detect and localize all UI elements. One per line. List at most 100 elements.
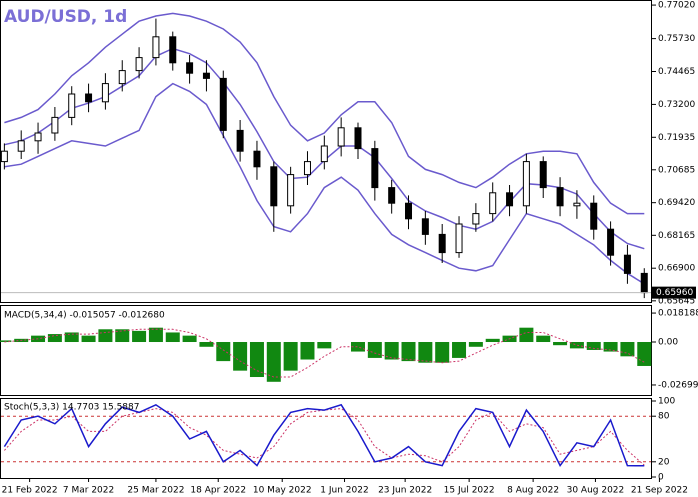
- macd-bar: [485, 338, 500, 343]
- candle-body: [590, 202, 598, 230]
- y-tick-label: 0.71935: [658, 133, 695, 143]
- candle-body: [152, 36, 160, 59]
- macd-bar: [536, 335, 551, 343]
- macd-bar: [637, 342, 652, 366]
- macd-bar: [519, 327, 534, 343]
- macd-bar: [569, 342, 584, 349]
- macd-bar: [350, 342, 365, 352]
- y-tick-label: -0.026994: [658, 380, 698, 390]
- candle-body: [169, 36, 177, 64]
- candle-body: [438, 233, 446, 254]
- macd-bar: [468, 342, 483, 347]
- macd-bar: [216, 342, 231, 362]
- macd-bar: [47, 334, 62, 343]
- candle-body: [303, 161, 311, 176]
- candle-body: [68, 93, 76, 118]
- macd-bar: [266, 342, 281, 382]
- macd-panel: [0, 305, 652, 396]
- candle-body: [539, 161, 547, 189]
- candle-body: [556, 187, 564, 207]
- candle-body: [472, 213, 480, 225]
- candle-body: [202, 72, 210, 79]
- candle-body: [320, 145, 328, 163]
- macd-bar: [553, 342, 568, 346]
- x-tick-label: 7 Mar 2022: [63, 486, 114, 496]
- candle-body: [17, 140, 25, 152]
- x-tick-label: 23 Jun 2022: [378, 486, 432, 496]
- macd-bar: [165, 332, 180, 343]
- candle-body: [51, 116, 59, 134]
- candle-body: [623, 254, 631, 274]
- x-tick-label: 10 May 2022: [253, 486, 312, 496]
- chart-title: AUD/USD, 1d: [4, 7, 127, 27]
- macd-bar: [586, 342, 601, 350]
- candle-body: [388, 187, 396, 204]
- candle-body: [573, 202, 581, 207]
- y-tick-label: 100: [658, 397, 675, 407]
- macd-bar: [199, 342, 214, 347]
- candle-body: [135, 57, 143, 72]
- candle-body: [236, 129, 244, 152]
- last-price-label: 0.65960: [656, 288, 693, 298]
- candle-body: [455, 223, 463, 254]
- candle-body: [0, 150, 8, 163]
- macd-bar: [148, 327, 163, 343]
- macd-bar: [132, 330, 147, 343]
- macd-bar: [452, 342, 467, 358]
- macd-bar: [603, 342, 618, 352]
- macd-bar: [182, 335, 197, 343]
- candle-body: [640, 272, 648, 294]
- candle-body: [253, 150, 261, 168]
- macd-bar: [384, 342, 399, 360]
- candle-body: [607, 228, 615, 256]
- y-tick-label: 0.75730: [658, 34, 695, 44]
- macd-title: MACD(5,34,4) -0.015057 -0.012680: [4, 311, 165, 321]
- candle-body: [489, 192, 497, 215]
- candle-body: [522, 161, 530, 207]
- y-tick-label: 0: [658, 473, 664, 483]
- x-tick-label: 25 Mar 2022: [127, 486, 184, 496]
- x-tick-label: 1 Jun 2022: [320, 486, 368, 496]
- band-lower: [4, 82, 645, 285]
- candle-body: [101, 83, 109, 103]
- stoch-title: Stoch(5,3,3) 14.7703 15.5887: [4, 403, 139, 413]
- macd-bar: [300, 342, 315, 360]
- stoch-panel: [0, 398, 652, 479]
- macd-bar: [81, 335, 96, 343]
- candle-body: [270, 166, 278, 207]
- macd-bar: [317, 342, 332, 349]
- candle-body: [405, 202, 413, 220]
- candle-body: [85, 93, 93, 103]
- candle-body: [421, 218, 429, 235]
- macd-bar: [620, 342, 635, 357]
- y-tick-label: 0.74465: [658, 67, 695, 77]
- y-tick-label: 0.00: [658, 338, 678, 348]
- candle-body: [287, 174, 295, 207]
- macd-bar: [418, 342, 433, 363]
- candle-body: [186, 62, 194, 74]
- candle-body: [506, 192, 514, 207]
- macd-bar: [283, 342, 298, 371]
- x-tick-label: 21 Feb 2022: [2, 486, 58, 496]
- y-tick-label: 20: [658, 457, 670, 467]
- y-tick-label: 0.73200: [658, 100, 695, 110]
- band-upper: [4, 12, 645, 215]
- candle-body: [354, 127, 362, 150]
- y-tick-label: 0.018188: [658, 309, 698, 319]
- candle-body: [337, 127, 345, 147]
- x-tick-label: 8 Aug 2022: [507, 486, 559, 496]
- last-price-box: [652, 286, 696, 299]
- macd-bar: [115, 329, 130, 343]
- macd-bar: [98, 329, 113, 343]
- y-tick-label: 0.68165: [658, 231, 695, 241]
- candle-body: [219, 77, 227, 131]
- macd-bar: [401, 342, 416, 362]
- macd-bar: [367, 342, 382, 358]
- y-tick-label: 0.77020: [658, 1, 695, 11]
- stoch-main: [3, 403, 645, 468]
- macd-bar: [435, 342, 450, 363]
- y-tick-label: 0.69420: [658, 198, 695, 208]
- candle-body: [34, 132, 42, 142]
- x-tick-label: 30 Aug 2022: [567, 486, 625, 496]
